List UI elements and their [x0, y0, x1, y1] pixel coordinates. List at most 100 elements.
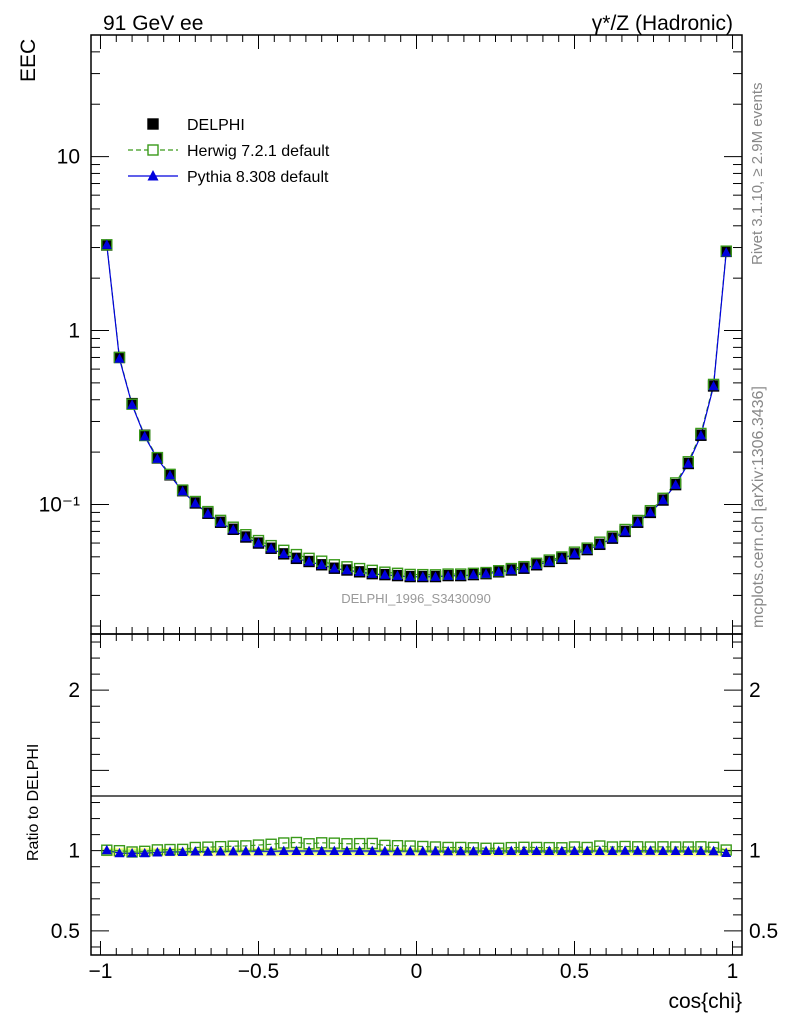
pythia-point: [329, 562, 340, 573]
pythia-point: [531, 559, 542, 569]
ratio-pythia-point: [531, 845, 542, 856]
pythia-point: [607, 532, 618, 543]
ratio-pythia-point: [695, 845, 706, 856]
ratio-pythia-point: [202, 846, 213, 856]
pythia-point: [278, 548, 289, 559]
pythia-point: [127, 399, 138, 409]
pythia-point: [266, 543, 277, 553]
pythia-point: [455, 570, 466, 580]
ratio-ticks: [91, 634, 742, 955]
pythia-point: [582, 544, 593, 554]
pythia-point: [683, 458, 694, 468]
pythia-point: [202, 508, 213, 518]
ratio-pythia-point: [405, 845, 416, 856]
pythia-point: [152, 453, 163, 463]
pythia-point: [468, 569, 479, 579]
ratio-y-axis-title: Ratio to DELPHI: [25, 744, 42, 861]
pythia-point: [620, 526, 631, 536]
pythia-point: [670, 479, 681, 489]
ratio-pythia-point: [708, 845, 719, 856]
ratio-y-tick-label-right: 2: [749, 679, 761, 702]
pythia-point: [506, 564, 517, 575]
pythia-point: [341, 564, 352, 575]
pythia-point: [443, 570, 454, 580]
pythia-point: [594, 539, 605, 549]
ratio-pythia-point: [304, 845, 315, 856]
ratio-pythia-point: [152, 847, 163, 857]
ratio-pythia-point: [594, 845, 605, 856]
legend-marker-delphi: [147, 118, 159, 130]
pythia-point: [493, 566, 504, 577]
pythia-point: [657, 494, 668, 505]
ratio-pythia-point: [114, 847, 125, 858]
header-left-label: 91 GeV ee: [103, 12, 203, 35]
x-axis-title: cos{chi}: [668, 990, 742, 1013]
ratio-pythia-point: [354, 845, 365, 856]
pythia-point: [544, 556, 555, 566]
pythia-point: [481, 568, 492, 578]
pythia-point: [518, 562, 529, 573]
mcplots-label: mcplots.cern.ch [arXiv:1306.3436]: [750, 386, 767, 628]
legend-markers: [128, 118, 178, 181]
ratio-pythia-point: [455, 845, 466, 856]
main-y-tick-label: 10: [57, 146, 80, 169]
pythia-point: [645, 507, 656, 517]
ratio-pythia-point: [443, 845, 454, 856]
x-tick-label: −1: [89, 960, 113, 983]
ratio-frame: [90, 633, 743, 956]
x-tick-label: 1: [727, 960, 739, 983]
ratio-pythia-point: [177, 846, 188, 857]
ratio-y-tick-label: 0.5: [51, 920, 80, 943]
legend-marker-pythia: [147, 170, 159, 181]
main-series-group: [101, 239, 732, 583]
ratio-pythia-point: [392, 845, 403, 856]
ratio-pythia-point: [721, 847, 732, 857]
ratio-pythia-point: [645, 845, 656, 855]
ratio-pythia-point: [670, 845, 681, 856]
ratio-pythia-point: [481, 845, 492, 856]
rivet-version-label: Rivet 3.1.10, ≥ 2.9M events: [749, 83, 766, 266]
ratio-pythia-point: [190, 846, 201, 856]
ratio-pythia-point: [165, 846, 176, 856]
herwig-point: [126, 398, 138, 410]
ratio-pythia-point: [468, 845, 479, 856]
pythia-point: [695, 430, 706, 440]
pythia-point: [392, 570, 403, 580]
pythia-point: [304, 556, 315, 566]
ratio-pythia-point: [493, 845, 504, 856]
pythia-point: [417, 571, 428, 581]
ratio-pythia-point: [582, 845, 593, 856]
ratio-pythia-point: [266, 845, 277, 856]
pythia-point: [291, 553, 302, 563]
ratio-pythia-point: [253, 845, 264, 856]
pythia-point: [708, 380, 719, 391]
x-tick-labels: −1 −0.5 0 0.5 1: [89, 960, 739, 983]
ratio-pythia-point: [139, 847, 150, 858]
legend-marker-herwig: [147, 144, 159, 156]
main-y-tick-label: 1: [68, 320, 80, 343]
pythia-point: [721, 247, 732, 257]
x-tick-label: 0: [411, 960, 423, 983]
legend-label-delphi: DELPHI: [187, 117, 245, 134]
header-right-label: γ*/Z (Hadronic): [592, 12, 733, 35]
pythia-point: [405, 571, 416, 581]
main-panel: 10⁻¹ 1 10 DELPHI Herwig 7.2.1 default Pyth…: [39, 34, 743, 635]
legend: DELPHI Herwig 7.2.1 default Pythia 8.308…: [128, 117, 330, 186]
pythia-point: [556, 553, 567, 563]
ratio-series-group: [101, 836, 732, 858]
ratio-pythia-point: [632, 845, 643, 855]
ratio-pythia-point: [316, 845, 327, 856]
analysis-watermark: DELPHI_1996_S3430090: [341, 591, 491, 606]
ratio-y-tick-label-right: 0.5: [749, 920, 778, 943]
pythia-point: [240, 531, 251, 542]
ratio-pythia-point: [620, 845, 631, 855]
pythia-point: [354, 566, 365, 577]
ratio-pythia-point: [329, 845, 340, 856]
pythia-point: [165, 469, 176, 480]
ratio-pythia-point: [657, 845, 668, 856]
legend-label-herwig: Herwig 7.2.1 default: [187, 143, 330, 160]
pythia-point: [228, 524, 239, 534]
ratio-pythia-point: [341, 845, 352, 856]
x-tick-label: 0.5: [560, 960, 589, 983]
